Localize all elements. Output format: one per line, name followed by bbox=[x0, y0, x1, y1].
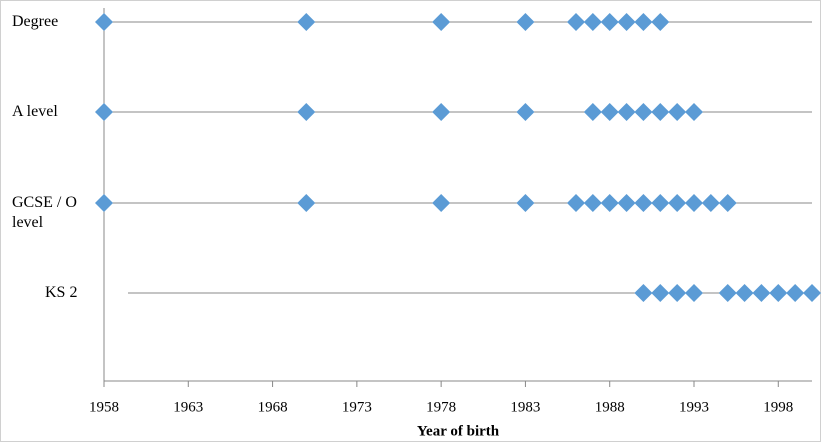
diamond bbox=[432, 13, 451, 31]
diamond bbox=[718, 194, 737, 212]
diamond bbox=[583, 103, 602, 121]
row-label: A level bbox=[12, 103, 58, 120]
diamond bbox=[786, 284, 805, 302]
x-tick-label: 1958 bbox=[89, 399, 119, 415]
x-tick-label: 1973 bbox=[342, 399, 372, 415]
diamond bbox=[297, 13, 316, 31]
diamond bbox=[600, 103, 619, 121]
diamond bbox=[432, 103, 451, 121]
diamond bbox=[617, 194, 636, 212]
diamond bbox=[651, 194, 670, 212]
diamond bbox=[95, 103, 113, 121]
diamond bbox=[701, 194, 720, 212]
x-tick-label: 1983 bbox=[510, 399, 540, 415]
diamond bbox=[651, 13, 670, 31]
diamond bbox=[567, 13, 585, 31]
x-tick-label: 1968 bbox=[258, 399, 288, 415]
x-tick-label: 1988 bbox=[595, 399, 625, 415]
diamond bbox=[685, 284, 703, 302]
diamond bbox=[803, 284, 821, 302]
diamond bbox=[432, 194, 451, 212]
diamond bbox=[583, 13, 602, 31]
x-axis-title: Year of birth bbox=[417, 423, 500, 439]
diamond bbox=[668, 284, 687, 302]
diamond bbox=[735, 284, 754, 302]
diamond bbox=[685, 103, 703, 121]
x-tick-label: 1978 bbox=[426, 399, 456, 415]
diamond bbox=[95, 194, 113, 212]
diamond bbox=[95, 13, 113, 31]
diamond bbox=[685, 194, 703, 212]
diamond bbox=[600, 13, 619, 31]
diamond bbox=[634, 194, 653, 212]
diamond bbox=[617, 103, 636, 121]
diamond bbox=[634, 13, 653, 31]
diamond bbox=[297, 103, 316, 121]
diamond bbox=[516, 13, 535, 31]
x-tick-label: 1993 bbox=[679, 399, 709, 415]
diamond bbox=[651, 103, 670, 121]
diamond bbox=[769, 284, 788, 302]
row-label: Degree bbox=[12, 13, 59, 30]
diamond bbox=[651, 284, 670, 302]
x-tick-label: 1998 bbox=[763, 399, 793, 415]
diamond bbox=[516, 194, 535, 212]
x-tick-label: 1963 bbox=[173, 399, 203, 415]
diamond bbox=[718, 284, 737, 302]
diamond bbox=[583, 194, 602, 212]
diamond bbox=[668, 194, 687, 212]
diamond bbox=[600, 194, 619, 212]
diamond bbox=[752, 284, 771, 302]
diamond bbox=[617, 13, 636, 31]
diamond bbox=[634, 103, 653, 121]
diamond bbox=[297, 194, 316, 212]
diamond bbox=[668, 103, 687, 121]
row-label: GCSE / O level bbox=[12, 194, 77, 231]
diamond bbox=[516, 103, 535, 121]
diamond bbox=[634, 284, 653, 302]
row-label: KS 2 bbox=[45, 284, 78, 301]
diamond bbox=[567, 194, 585, 212]
